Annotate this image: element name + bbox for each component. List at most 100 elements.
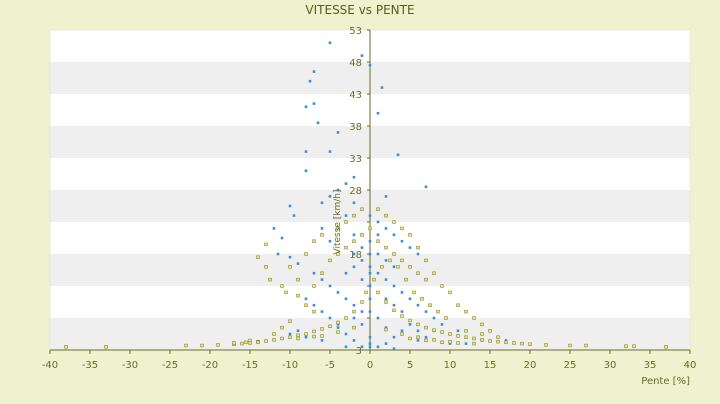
chart-title: VITESSE vs PENTE [305, 3, 414, 17]
data-point-blue [344, 182, 348, 185]
data-point-blue [276, 252, 280, 256]
x-tick-label: -30 [122, 360, 138, 371]
x-tick-label: 0 [367, 360, 373, 371]
data-point-olive [384, 300, 388, 304]
data-point-olive [584, 343, 588, 348]
data-point-olive [360, 233, 364, 237]
data-point-blue [320, 310, 324, 313]
data-point-blue [376, 316, 380, 320]
data-point-blue [360, 345, 364, 349]
data-point-olive [480, 332, 484, 336]
data-point-olive [400, 332, 404, 336]
data-point-blue [368, 284, 372, 288]
data-point-olive [336, 320, 340, 325]
data-point-blue [328, 239, 332, 243]
data-point-blue [408, 297, 412, 301]
y-tick-label: 18 [349, 250, 362, 261]
data-point-blue [384, 227, 388, 230]
data-point-olive [384, 327, 388, 332]
data-point-olive [360, 300, 364, 304]
data-point-blue [416, 339, 420, 342]
data-point-blue [336, 188, 340, 192]
data-point-olive [380, 265, 384, 269]
data-point-olive [488, 339, 492, 343]
data-point-olive [244, 340, 248, 345]
data-point-blue [316, 121, 320, 125]
data-point-olive [440, 284, 444, 288]
y-axis-label: Vitesse [km/h] [333, 189, 343, 254]
y-tick-label: 38 [349, 122, 362, 133]
x-tick-label: -20 [202, 360, 218, 371]
data-point-olive [416, 245, 420, 250]
x-tick-label: -25 [162, 360, 178, 371]
data-point-blue [384, 278, 388, 281]
data-point-olive [328, 258, 332, 263]
data-point-blue [352, 339, 356, 342]
data-point-olive [328, 324, 332, 329]
data-point-blue [304, 169, 308, 173]
data-point-blue [376, 345, 380, 349]
data-point-olive [408, 233, 412, 237]
data-point-blue [360, 310, 364, 313]
data-point-olive [320, 334, 324, 338]
data-point-olive [448, 339, 452, 344]
data-point-blue [416, 329, 420, 333]
data-point-blue [396, 153, 400, 157]
data-point-olive [264, 265, 268, 269]
data-point-blue [416, 252, 420, 256]
data-point-blue [360, 54, 364, 57]
data-point-blue [360, 278, 364, 281]
data-point-blue [360, 246, 364, 249]
data-point-blue [352, 175, 356, 179]
data-point-blue [416, 303, 420, 307]
data-point-olive [268, 277, 272, 282]
data-point-blue [312, 271, 316, 275]
data-point-olive [284, 290, 288, 295]
data-point-olive [184, 343, 188, 348]
data-point-olive [264, 339, 268, 343]
data-point-olive [296, 293, 300, 298]
y-tick-label: 28 [349, 186, 362, 197]
data-point-blue [328, 195, 332, 198]
data-point-olive [64, 345, 68, 349]
data-point-olive [408, 265, 412, 269]
data-point-blue [440, 323, 444, 326]
data-point-olive [472, 336, 476, 341]
data-point-blue [376, 233, 380, 237]
data-point-olive [416, 271, 420, 275]
data-point-olive [368, 226, 372, 231]
data-point-blue [408, 323, 412, 326]
data-point-blue [360, 259, 364, 262]
data-point-blue [368, 345, 372, 349]
data-point-olive [424, 277, 428, 282]
data-point-olive [412, 290, 416, 295]
data-points [64, 41, 668, 351]
data-point-blue [368, 271, 372, 275]
data-point-blue [376, 252, 380, 256]
data-point-blue [392, 265, 396, 269]
data-point-olive [304, 303, 308, 307]
data-point-blue [336, 131, 340, 134]
data-point-olive [400, 226, 404, 231]
data-point-blue [344, 214, 348, 217]
data-point-blue [344, 332, 348, 336]
data-point-olive [404, 277, 408, 282]
data-point-olive [352, 309, 356, 314]
data-point-olive [376, 207, 380, 211]
data-point-olive [376, 290, 380, 295]
data-point-olive [448, 332, 452, 336]
data-point-olive [416, 335, 420, 339]
data-point-olive [388, 258, 392, 263]
data-point-blue [328, 41, 332, 45]
data-point-blue [292, 214, 296, 217]
data-point-blue [448, 342, 452, 345]
data-point-blue [504, 339, 508, 342]
data-point-olive [632, 344, 636, 348]
data-point-blue [344, 297, 348, 301]
y-tick-label: 53 [349, 26, 362, 37]
data-point-blue [424, 185, 428, 189]
data-point-olive [440, 330, 444, 334]
data-point-olive [264, 242, 268, 247]
data-point-blue [384, 195, 388, 198]
